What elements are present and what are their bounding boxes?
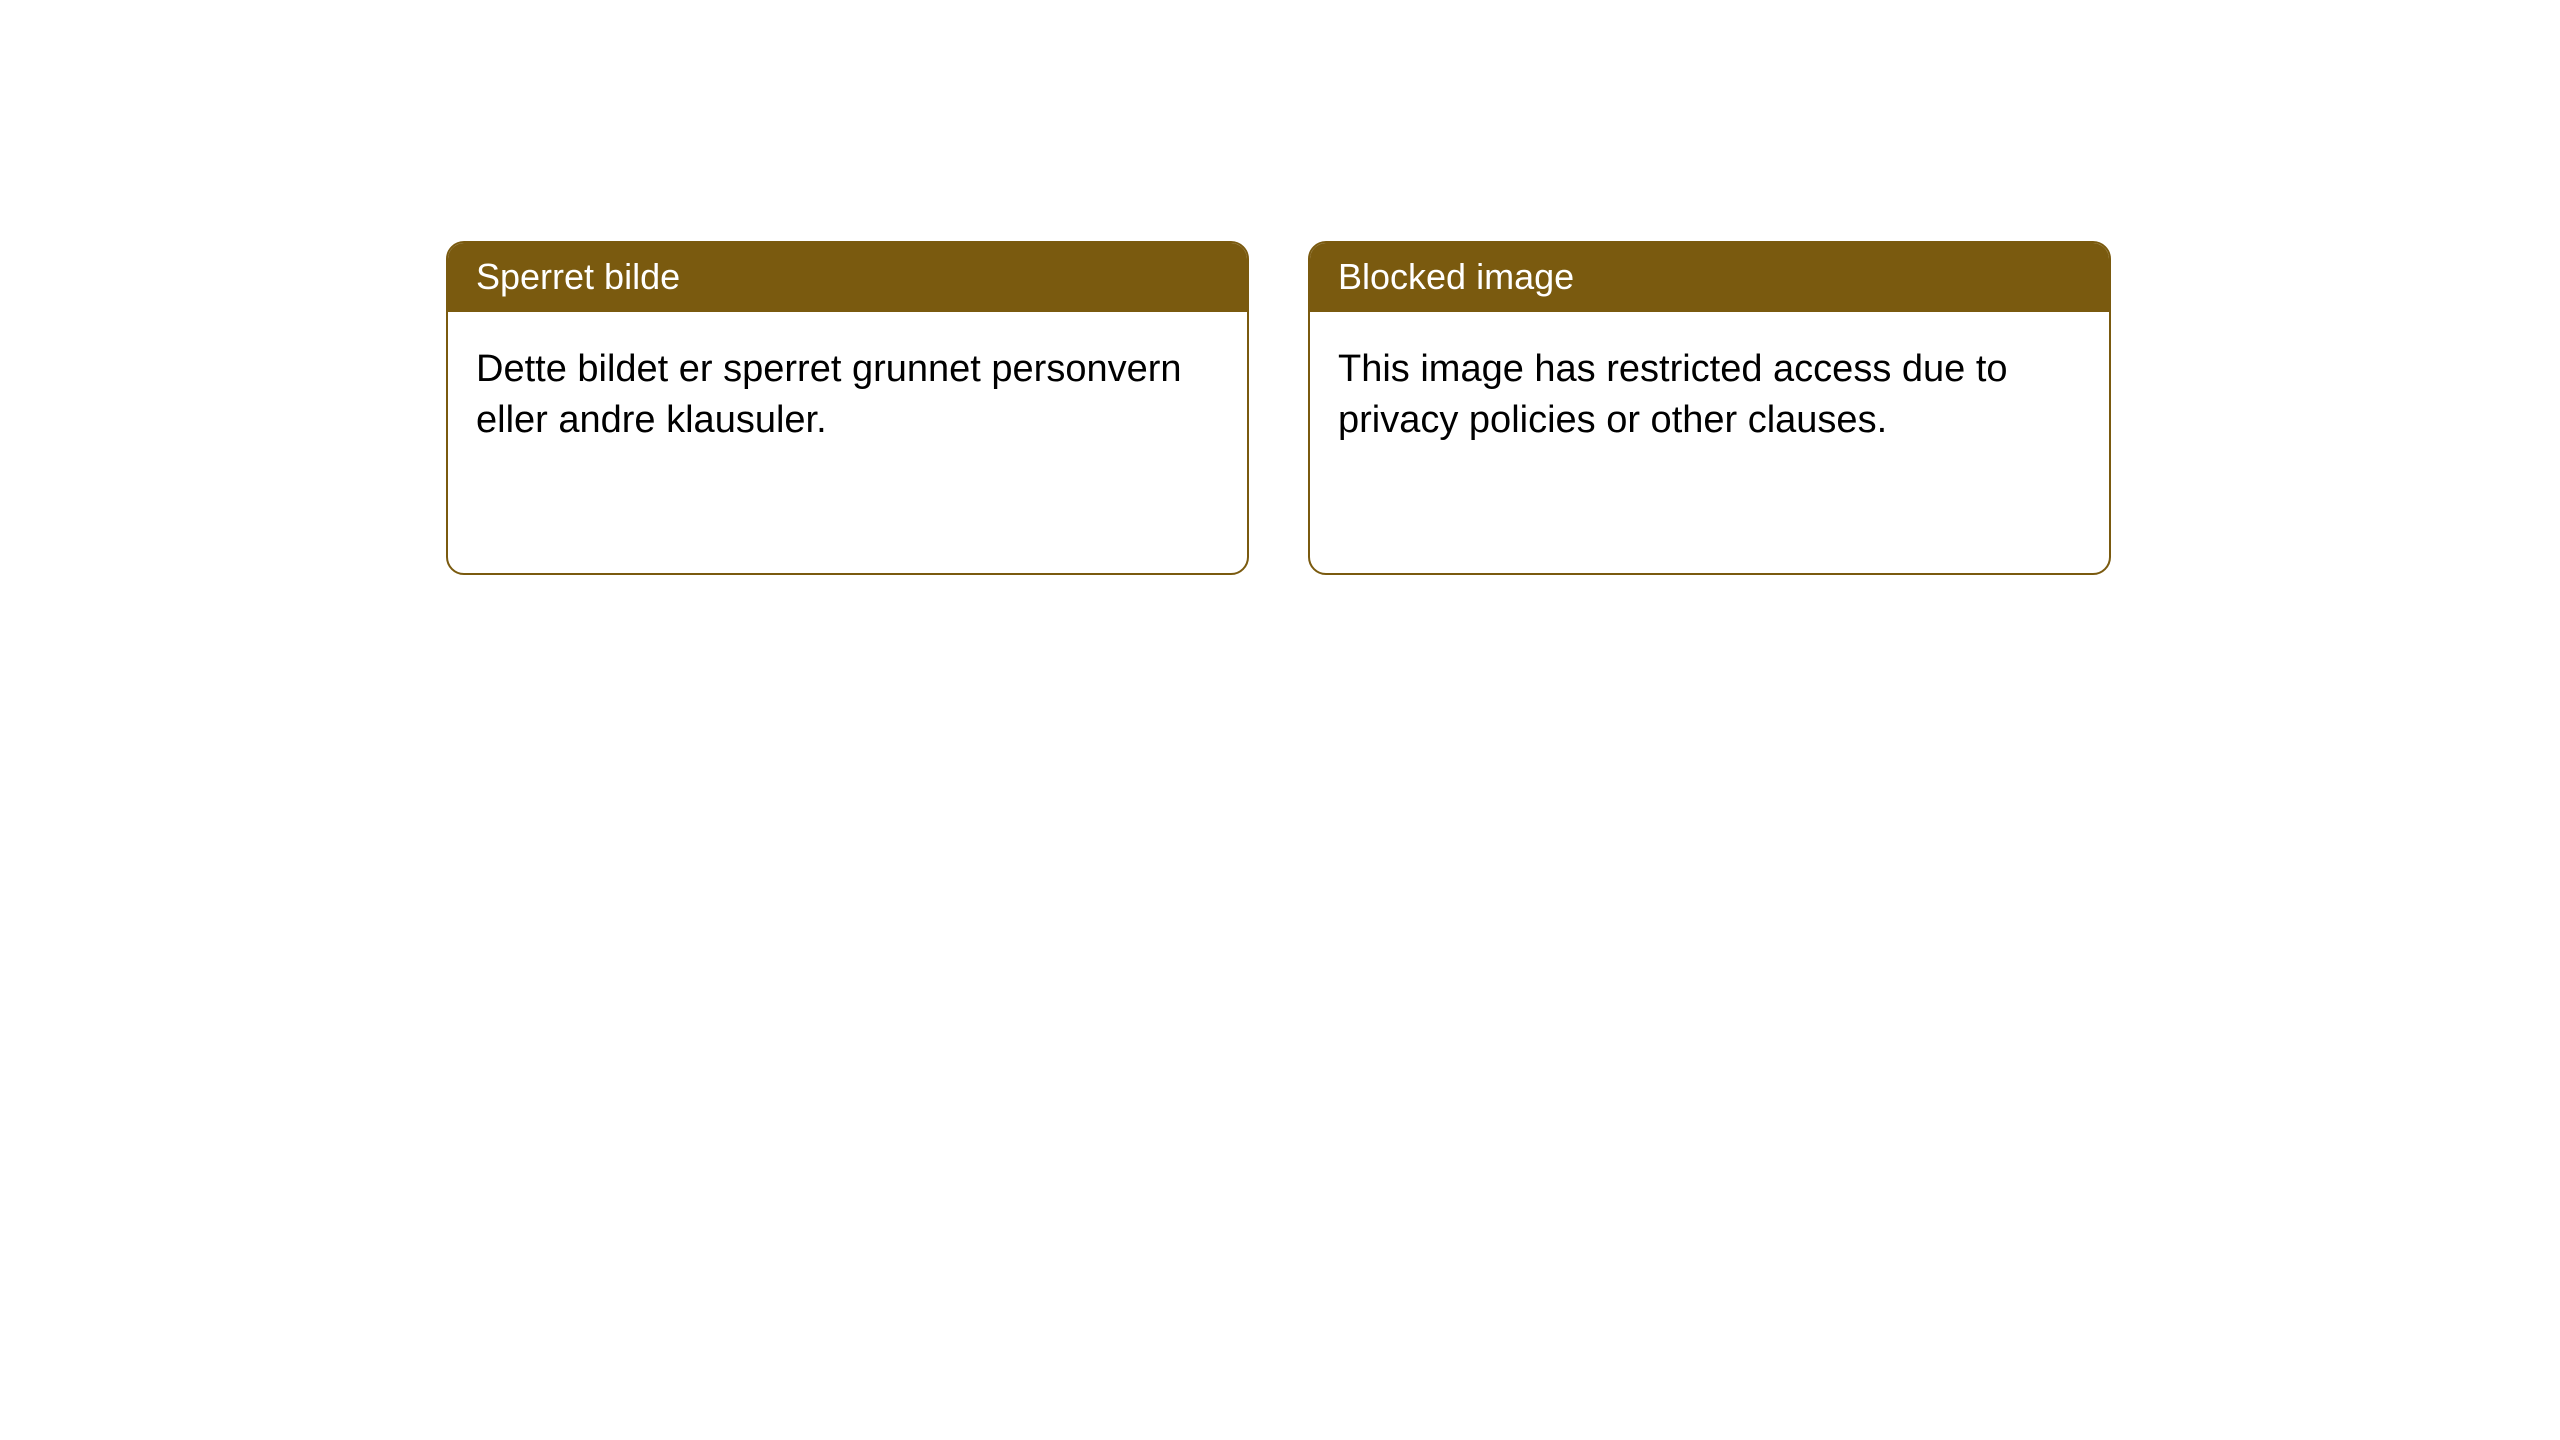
notice-body-text: This image has restricted access due to … — [1310, 312, 2109, 479]
notice-container: Sperret bilde Dette bildet er sperret gr… — [446, 241, 2111, 575]
notice-card-norwegian: Sperret bilde Dette bildet er sperret gr… — [446, 241, 1249, 575]
notice-body-text: Dette bildet er sperret grunnet personve… — [448, 312, 1247, 479]
notice-card-english: Blocked image This image has restricted … — [1308, 241, 2111, 575]
notice-title: Blocked image — [1310, 243, 2109, 312]
notice-title: Sperret bilde — [448, 243, 1247, 312]
